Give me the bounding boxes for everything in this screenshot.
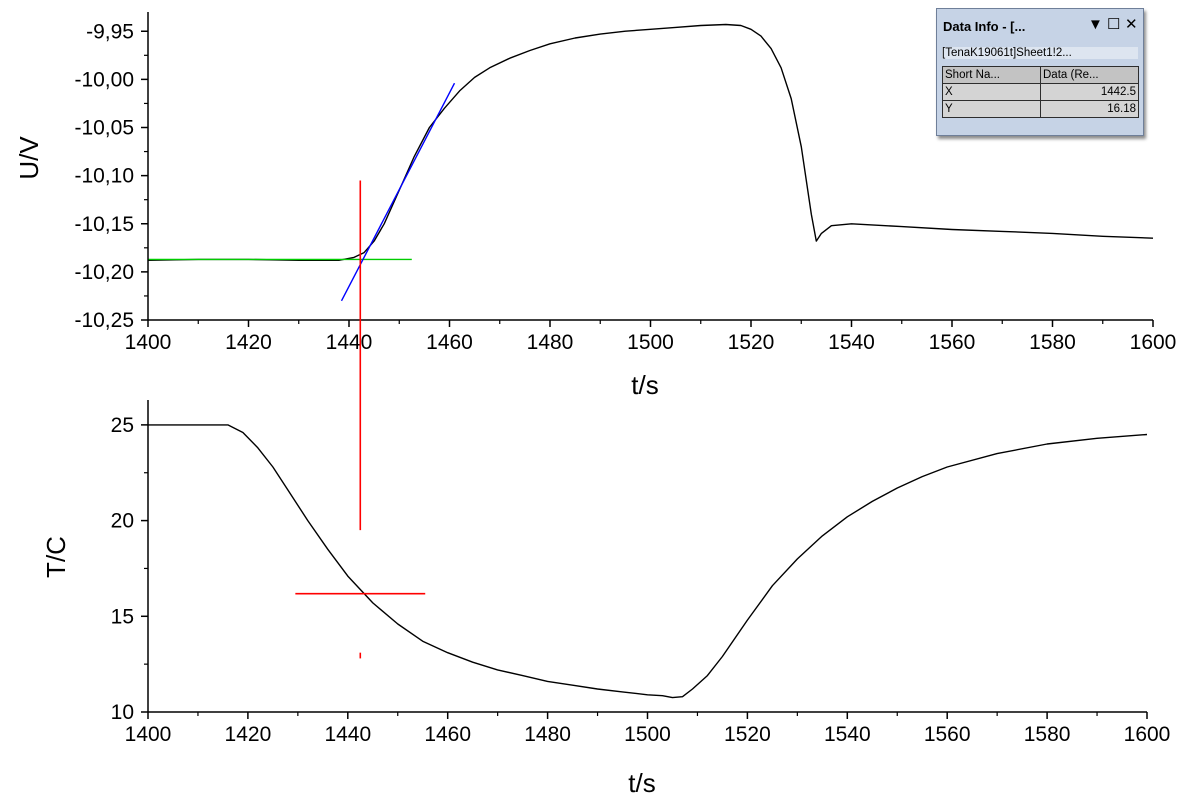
temperature-x-tick-label: 1520 <box>724 723 771 746</box>
temperature-plot-marks <box>148 424 1148 699</box>
temperature-y-tick-label: 15 <box>111 605 134 628</box>
temperature-y-tick-label: 25 <box>111 414 134 437</box>
voltage-y-tick-label: -10,20 <box>74 261 134 284</box>
temperature-x-tick-label: 1560 <box>924 723 971 746</box>
temperature-x-tick-label: 1480 <box>524 723 571 746</box>
data-info-title: Data Info - [... <box>943 19 1026 34</box>
voltage-y-tick-label: -10,00 <box>74 68 134 91</box>
voltage-x-tick-label: 1500 <box>627 331 674 354</box>
temperature-x-tick-label: 1460 <box>424 723 471 746</box>
voltage-series-line-2 <box>340 82 456 302</box>
table-row: X 1442.5 <box>942 83 1139 101</box>
voltage-x-tick-label: 1540 <box>828 331 875 354</box>
temperature-x-tick-label: 1540 <box>824 723 871 746</box>
voltage-x-tick-label: 1440 <box>326 331 373 354</box>
temperature-x-tick-label: 1580 <box>1024 723 1071 746</box>
voltage-x-tick-label: 1560 <box>929 331 976 354</box>
row-name-y: Y <box>942 100 1041 118</box>
voltage-y-tick-label: -10,15 <box>74 213 134 236</box>
data-info-window[interactable]: Data Info - [... ▼ ☐ ✕ [TenaK19061t]Shee… <box>936 8 1144 136</box>
voltage-y-tick-label: -9,95 <box>86 20 134 43</box>
temperature-plot-axes: 1400 1420 1440 1460 1480 1500 1520 1540 1560 1580… <box>111 400 1171 746</box>
voltage-series-line-0 <box>147 23 1154 261</box>
temperature-x-tick-label: 1440 <box>324 723 371 746</box>
voltage-x-tick-label: 1420 <box>225 331 272 354</box>
dropdown-arrow-icon[interactable]: ▼ <box>1088 16 1103 33</box>
voltage-x-tick-label: 1480 <box>527 331 574 354</box>
row-name-x: X <box>942 83 1041 101</box>
close-icon[interactable]: ✕ <box>1125 16 1138 33</box>
data-info-source: [TenaK19061t]Sheet1!2... <box>942 47 1138 59</box>
column-header-short-name: Short Na... <box>942 66 1041 84</box>
temperature-y-tick-label: 10 <box>111 701 134 724</box>
data-info-titlebar[interactable]: Data Info - [... ▼ ☐ ✕ <box>937 9 1143 45</box>
temperature-x-tick-label: 1500 <box>624 723 671 746</box>
temperature-plot-y-axis-title: T/C <box>41 536 71 578</box>
voltage-x-tick-label: 1520 <box>728 331 775 354</box>
table-header-row: Short Na... Data (Re... <box>942 66 1139 84</box>
voltage-plot-x-axis-title: t/s <box>631 370 658 400</box>
voltage-x-tick-label: 1460 <box>426 331 473 354</box>
voltage-y-tick-label: -10,10 <box>74 165 134 188</box>
voltage-x-tick-label: 1400 <box>125 331 172 354</box>
temperature-x-tick-label: 1420 <box>225 723 272 746</box>
voltage-x-tick-label: 1600 <box>1130 331 1177 354</box>
data-info-table: Short Na... Data (Re... X 1442.5 Y 16.18 <box>942 66 1139 118</box>
row-value-x: 1442.5 <box>1040 83 1139 101</box>
temperature-series-line-0 <box>148 424 1148 699</box>
voltage-y-tick-label: -10,05 <box>74 117 134 140</box>
temperature-x-tick-label: 1600 <box>1124 723 1171 746</box>
column-header-data: Data (Re... <box>1040 66 1139 84</box>
temperature-x-tick-label: 1400 <box>125 723 172 746</box>
voltage-x-tick-label: 1580 <box>1029 331 1076 354</box>
voltage-plot: 1400 1420 1440 1460 1480 1500 1520 1540 1560 1580… <box>14 12 1176 400</box>
data-reader-crosshair[interactable] <box>295 180 426 659</box>
temperature-plot-x-axis-title: t/s <box>628 768 655 798</box>
voltage-plot-y-axis-title: U/V <box>14 136 44 180</box>
maximize-icon[interactable]: ☐ <box>1107 16 1121 33</box>
voltage-plot-axes: 1400 1420 1440 1460 1480 1500 1520 1540 1560 1580… <box>74 12 1176 354</box>
row-value-y: 16.18 <box>1040 100 1139 118</box>
voltage-y-tick-label: -10,25 <box>74 309 134 332</box>
temperature-y-tick-label: 20 <box>111 510 134 533</box>
temperature-plot: 1400 1420 1440 1460 1480 1500 1520 1540 1560 1580… <box>41 400 1170 798</box>
table-row: Y 16.18 <box>942 100 1139 118</box>
